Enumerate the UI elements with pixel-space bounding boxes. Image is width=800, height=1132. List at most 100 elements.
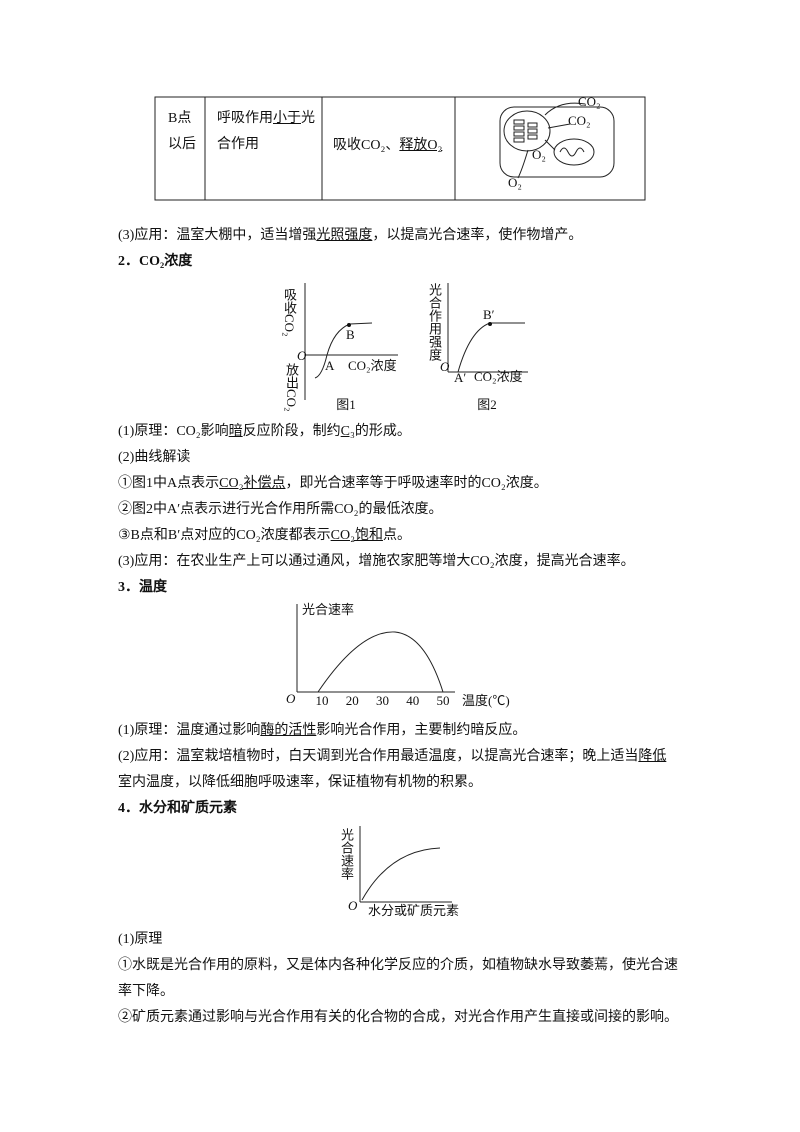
text-run: B点 [168,111,192,126]
cell-line: 呼吸作用小于光 [217,106,315,132]
text-run: ①水既是光合作用的原料，又是体内各种化学反应的介质，如植物缺水导致萎蔫，使光合速 [118,958,678,973]
fig-label: 光合速率 [339,828,354,880]
text-line: (1)原理：温度通过影响酶的活性影响光合作用，主要制约暗反应。 [118,718,698,744]
figure1-axes [304,283,398,400]
text-line: (1)原理：CO₂影响暗反应阶段，制约C₃的形成。 [118,419,698,445]
figure3-axes [296,604,455,693]
fig-caption: 图1 [336,397,356,412]
text-run: ②矿质元素通过影响与光合作用有关的化合物的合成，对光合作用产生直接或间接的影响。 [118,1010,678,1025]
cell-line: B点 [168,106,196,132]
text-run: 影响光合作用，主要制约暗反应。 [316,723,527,738]
diagram-label: CO₂ [568,113,591,128]
text-run: ③B点和B′点对应的CO₂浓度都表示 [118,528,331,543]
fig-label: B′ [483,307,495,322]
text-run: (2)应用：温室栽培植物时，白天调到光合作用最适温度，以提高光合速率；晚上适当 [118,749,639,764]
text-line: ①水既是光合作用的原料，又是体内各种化学反应的介质，如植物缺水导致萎蔫，使光合速 [118,953,698,979]
diagram-label: O₂ [532,147,546,162]
text-run: ，即光合速率等于呼吸速率时的CO₂浓度。 [285,476,548,491]
cell-line: 以后 [168,132,196,158]
text-run: (1)原理：温度通过影响 [118,723,261,738]
text-run: 合作用 [217,137,259,152]
text-run: 率下降。 [118,984,174,999]
heading: 4．水分和矿质元素 [118,796,698,822]
underlined-run: 小于 [273,111,301,126]
fig-label: O [348,898,358,913]
figure4-axes [359,826,452,903]
section: (3)应用：温室大棚中，适当增强光照强度，以提高光合速率，使作物增产。 2．CO₂… [118,223,698,275]
text-run: 2．CO₂浓度 [118,254,193,269]
underlined-run: C₃ [340,424,355,439]
text-run: ①图1中A点表示 [118,476,220,491]
text-run: 4．水分和矿质元素 [118,801,237,816]
x-tick-label: 50 [437,693,450,708]
underlined-run: 降低 [638,749,667,764]
text-run: 光 [301,111,315,126]
table-cell: B点以后 [168,106,196,158]
text-line: 率下降。 [118,979,698,1005]
text-run: ②图2中A′点表示进行光合作用所需CO₂的最低浓度。 [118,502,443,517]
fig-label: 光合作用强度 [427,283,442,361]
text-run: 室内温度，以降低细胞呼吸速率，保证植物有机物的积累。 [118,775,482,790]
text-run: (3)应用：温室大棚中，适当增强 [118,228,317,243]
fig-label: 水分或矿质元素 [368,903,459,918]
text-run: 的形成。 [354,424,411,439]
text-line: ②矿质元素通过影响与光合作用有关的化合物的合成，对光合作用产生直接或间接的影响。 [118,1005,698,1031]
fig-label: 放出CO₂ [284,363,299,412]
text-run: ，以提高光合速率，使作物增产。 [372,228,583,243]
fig-label: 光合速率 [302,602,354,617]
fig-caption: 图2 [477,397,497,412]
text-line: (2)应用：温室栽培植物时，白天调到光合作用最适温度，以提高光合速率；晚上适当降… [118,744,698,770]
table-cell: 呼吸作用小于光合作用 [217,106,315,158]
cell-diagram [499,102,615,179]
x-tick-label: 40 [406,693,419,708]
x-tick-label: 30 [376,693,389,708]
figure2-axes [447,283,528,373]
section: (1)原理 ①水既是光合作用的原料，又是体内各种化学反应的介质，如植物缺水导致萎蔫… [118,927,698,1031]
text-line: 室内温度，以降低细胞呼吸速率，保证植物有机物的积累。 [118,770,698,796]
fig-point [488,322,492,326]
text-line: ①图1中A点表示CO₂补偿点，即光合速率等于呼吸速率时的CO₂浓度。 [118,471,698,497]
fig-label: O [297,348,307,363]
text-run: 点。 [382,528,411,543]
fig-label: A [325,358,335,373]
fig-label: O [286,691,296,706]
fig-label: O [440,359,450,374]
text-run: (2)曲线解读 [118,450,191,465]
fig-label: B [346,327,355,342]
underlined-run: CO₂补偿点 [219,476,286,491]
text-run: (1)原理：CO₂影响 [118,424,229,439]
cell-line: 吸收CO₂、释放O₂ [333,133,442,159]
text-line: (2)曲线解读 [118,445,698,471]
text-run: (3)应用：在农业生产上可以通过通风，增施农家肥等增大CO₂浓度，提高光合速率。 [118,554,635,569]
heading: 2．CO₂浓度 [118,249,698,275]
text-run: 反应阶段，制约 [242,424,341,439]
x-tick-label: 20 [346,693,359,708]
fig-label: 温度(℃) [462,693,510,708]
text-line: ③B点和B′点对应的CO₂浓度都表示CO₂饱和点。 [118,523,698,549]
text-run: 以后 [168,137,196,152]
fig-point [347,323,351,327]
underlined-run: 暗 [228,424,243,439]
section: (1)原理：CO₂影响暗反应阶段，制约C₃的形成。 (2)曲线解读 ①图1中A点表示… [118,419,698,601]
x-tick-label: 10 [316,693,329,708]
text-run: 3．温度 [118,580,167,595]
diagram-label: CO₂ [578,94,601,109]
text-line: (3)应用：温室大棚中，适当增强光照强度，以提高光合速率，使作物增产。 [118,223,698,249]
text-line: (1)原理 [118,927,698,953]
underlined-run: CO₂饱和 [330,528,383,543]
section: (1)原理：温度通过影响酶的活性影响光合作用，主要制约暗反应。 (2)应用：温室栽… [118,718,698,822]
fig-label: A′ [454,370,466,385]
cell-line: 合作用 [217,132,315,158]
fig-label: CO₂浓度 [348,358,397,373]
underlined-run: 酶的活性 [260,723,317,738]
text-run: 吸收CO₂、 [333,138,400,153]
text-line: (3)应用：在农业生产上可以通过通风，增施农家肥等增大CO₂浓度，提高光合速率。 [118,549,698,575]
underlined-run: 释放O₂ [399,138,443,153]
table-cell: 吸收CO₂、释放O₂ [333,133,442,159]
underlined-run: 光照强度 [316,228,373,243]
text-run: (1)原理 [118,932,163,947]
diagram-label: O₂ [508,175,522,190]
heading: 3．温度 [118,575,698,601]
